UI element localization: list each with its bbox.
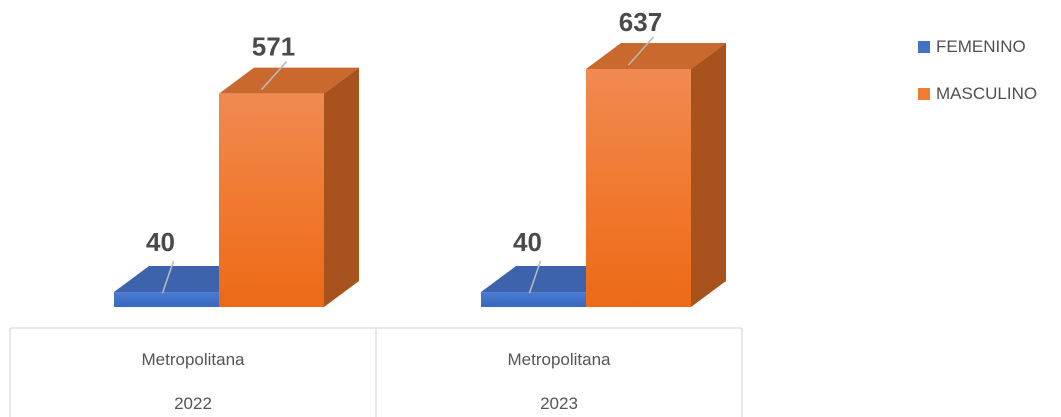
legend: FEMENINO MASCULINO (918, 36, 1037, 130)
bar-top-face (586, 43, 726, 69)
legend-swatch (918, 88, 930, 100)
bar-side-face (324, 67, 359, 308)
bar-front-face (586, 69, 691, 307)
data-label-femenino-2023: 40 (513, 227, 542, 257)
data-labels-layer: 40 571 40 637 (146, 7, 662, 294)
bar-front-face (481, 292, 586, 307)
leader-line (161, 260, 175, 294)
leader-line (627, 36, 655, 66)
bar-masculino-2023 (586, 43, 726, 307)
leader-line (528, 260, 542, 294)
bar-front-face (114, 292, 219, 307)
legend-item-femenino: FEMENINO (918, 36, 1037, 58)
legend-item-masculino: MASCULINO (918, 83, 1037, 105)
category-label-group: Metropolitana (507, 350, 611, 369)
legend-label: MASCULINO (936, 84, 1038, 103)
data-label-masculino-2022: 571 (252, 32, 295, 62)
bar-side-face (691, 43, 726, 307)
category-label-year: 2022 (174, 394, 212, 413)
legend-swatch (918, 41, 930, 53)
bar-front-face (219, 93, 324, 308)
category-label-group: Metropolitana (141, 350, 245, 369)
category-axis: Metropolitana 2022 Metropolitana 2023 (9, 327, 743, 417)
leader-line (260, 61, 288, 91)
bar-masculino-2022 (219, 67, 359, 308)
data-label-masculino-2023: 637 (619, 7, 662, 37)
bar-top-face (219, 67, 359, 94)
data-label-femenino-2022: 40 (146, 227, 175, 257)
bars-layer (114, 43, 726, 308)
category-label-year: 2023 (540, 394, 578, 413)
legend-label: FEMENINO (936, 37, 1026, 56)
